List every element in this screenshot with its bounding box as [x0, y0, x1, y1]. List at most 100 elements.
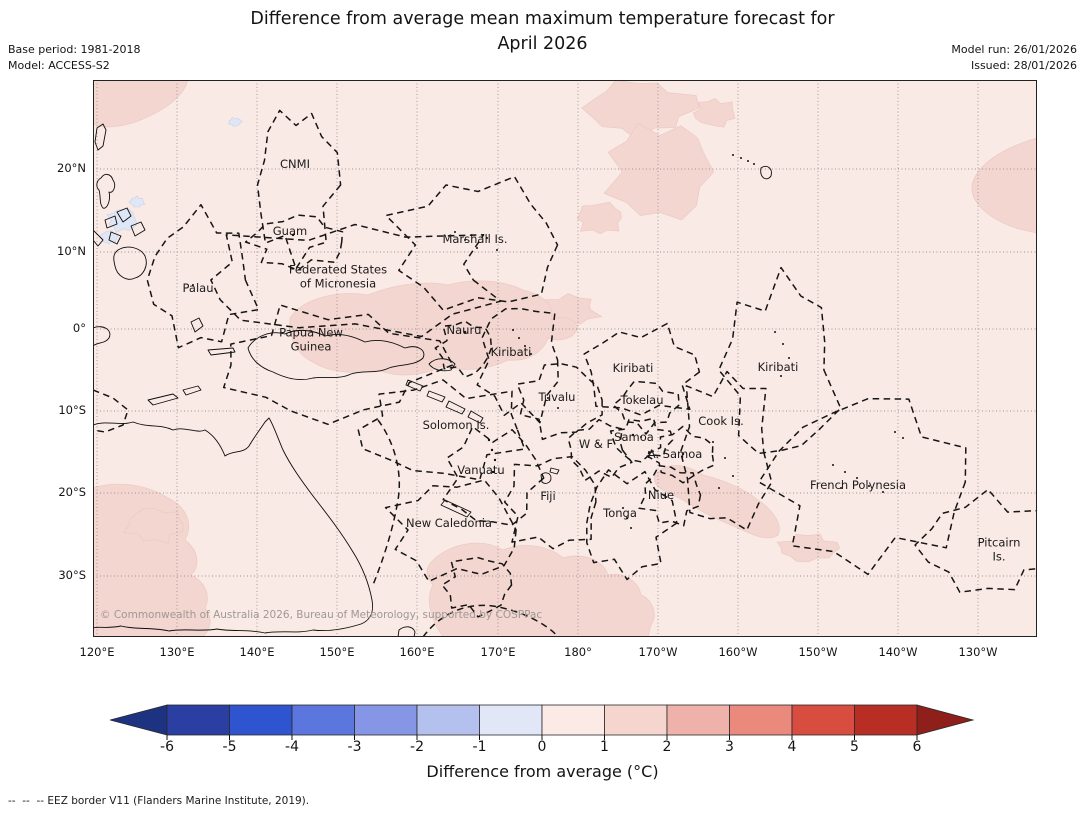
figure-title: Difference from average mean maximum tem… [0, 7, 1085, 58]
colorbar-title: Difference from average (°C) [426, 762, 659, 781]
x-tick-label: 150°E [319, 645, 355, 659]
eez-border-palau [146, 203, 260, 349]
map-label-french-polynesia: French Polynesia [809, 478, 907, 493]
issued-text: Issued: 28/01/2026 [970, 58, 1077, 72]
colorbar-tick-label: -6 [160, 739, 174, 755]
map-label-papua-new-guinea: Papua New Guinea [279, 325, 343, 353]
y-tick-label: 10°S [58, 403, 86, 417]
colorbar-segment [604, 704, 668, 736]
colorbar-segment [479, 704, 543, 736]
x-tick-label: 160°E [399, 645, 435, 659]
colorbar-segment [791, 704, 855, 736]
map-panel: CNMI Guam Marshall Is. Federated States of M… [93, 80, 1037, 637]
colorbar-segment [729, 704, 793, 736]
colorbar-tick-label: 0 [537, 739, 547, 755]
eez-footnote: -- -- -- EEZ border V11 (Flanders Marine… [8, 795, 310, 807]
map-label-pitcairn-is: Pitcairn Is. [977, 535, 1021, 563]
meta-right: Model run: 26/01/2026 Issued: 28/01/2026 [951, 42, 1077, 74]
x-tick-label: 130°W [958, 645, 998, 659]
title-line-1: Difference from average mean maximum tem… [250, 9, 835, 29]
colorbar-segment [291, 704, 355, 736]
x-tick-label: 130°E [159, 645, 195, 659]
eez-border-kiribati-gilbert [476, 307, 559, 424]
y-tick-label: 20°N [57, 161, 86, 175]
map-label-wallis-futuna: W & F [578, 437, 614, 452]
eez-border-wallis-futuna [567, 418, 633, 482]
y-tick-label: 30°S [58, 568, 86, 582]
colorbar-segment [541, 704, 605, 736]
eez-border-nauru [434, 320, 493, 378]
map-label-fsm: Federated States of Micronesia [288, 262, 388, 290]
colorbar-tick-label: 6 [912, 739, 922, 755]
eez-border-png [222, 304, 454, 426]
map-label-niue: Niue [647, 488, 675, 503]
y-tick-label: 0° [72, 321, 86, 335]
map-label-guam: Guam [272, 224, 308, 239]
model-run-text: Model run: 26/01/2026 [951, 43, 1077, 56]
x-tick-label: 140°W [878, 645, 918, 659]
map-label-solomon-is: Solomon Is. [422, 418, 490, 433]
y-tick-label: 10°N [57, 244, 86, 258]
x-tick-label: 160°W [718, 645, 758, 659]
eez-border-cook [679, 370, 773, 531]
eez-border-guam [244, 214, 344, 271]
base-period-text: Base period: 1981-2018 [8, 43, 141, 56]
colorbar [110, 704, 975, 740]
map-label-cnmi: CNMI [280, 157, 310, 172]
colorbar-segment [666, 704, 730, 736]
map-label-new-caledonia: New Caledonia [406, 516, 492, 531]
map-label-american-samoa: A. Samoa [647, 447, 703, 462]
title-line-2: April 2026 [497, 34, 588, 55]
x-tick-label: 170°W [638, 645, 678, 659]
map-label-nauru: Nauru [446, 323, 482, 338]
colorbar-tick-label: -1 [472, 739, 487, 755]
colorbar-segment [354, 704, 418, 736]
eez-border-coral-sea-fragment [372, 419, 401, 586]
colorbar-tick-label: -4 [285, 739, 299, 755]
eez-border-marshall [385, 175, 559, 311]
colorbar-left-arrow [110, 704, 168, 736]
colorbar-tick-label: 1 [600, 739, 609, 755]
map-label-marshall-is: Marshall Is. [442, 232, 508, 247]
map-label-tokelau: Tokelau [620, 393, 664, 408]
colorbar-tick-label: -2 [410, 739, 424, 755]
x-tick-label: 120°E [79, 645, 115, 659]
x-tick-label: 180° [564, 645, 592, 659]
eez-border-american-samoa [644, 425, 715, 484]
eez-border-solomon [357, 379, 526, 481]
eez-border-cnmi [256, 109, 342, 270]
colorbar-segment [416, 704, 480, 736]
eez-border-samoa [609, 417, 674, 463]
map-label-palau: Palau [182, 281, 214, 296]
meta-left: Base period: 1981-2018 Model: ACCESS-S2 [8, 42, 140, 74]
colorbar-tick-label: 5 [850, 739, 859, 755]
eez-border-pitcairn [914, 488, 1037, 593]
eez-border-fsm [210, 223, 502, 338]
colorbar-tick-label: -5 [222, 739, 237, 755]
eez-border-niue [638, 464, 702, 527]
colorbar-tick-label: 2 [662, 739, 672, 755]
colorbar-tick-label: -3 [347, 739, 362, 755]
map-label-fiji: Fiji [540, 489, 556, 504]
x-tick-label: 140°E [239, 645, 275, 659]
eez-border-new-caledonia [384, 479, 517, 583]
x-tick-label: 150°W [798, 645, 838, 659]
eez-border-fiji [503, 455, 597, 550]
colorbar-segment [854, 704, 918, 736]
eez-border-south-fragment [422, 604, 559, 637]
eez-border-tonga [586, 469, 678, 581]
eez-border-norfolk [441, 556, 513, 618]
map-label-kiribati-phoenix: Kiribati [612, 361, 654, 376]
map-label-tonga: Tonga [603, 506, 637, 521]
colorbar-right-arrow [916, 704, 975, 736]
colorbar-tick-label: 3 [725, 739, 734, 755]
eez-border-kiribati-phoenix [583, 322, 701, 416]
colorbar-tick-label: 4 [787, 739, 797, 755]
colorbar-segment [166, 704, 230, 736]
eez-border-french-polynesia [758, 397, 967, 576]
y-tick-label: 20°S [58, 485, 86, 499]
map-label-samoa: Samoa [614, 430, 654, 445]
map-label-cook-is: Cook Is. [698, 414, 744, 429]
map-label-tuvalu: Tuvalu [538, 390, 576, 405]
